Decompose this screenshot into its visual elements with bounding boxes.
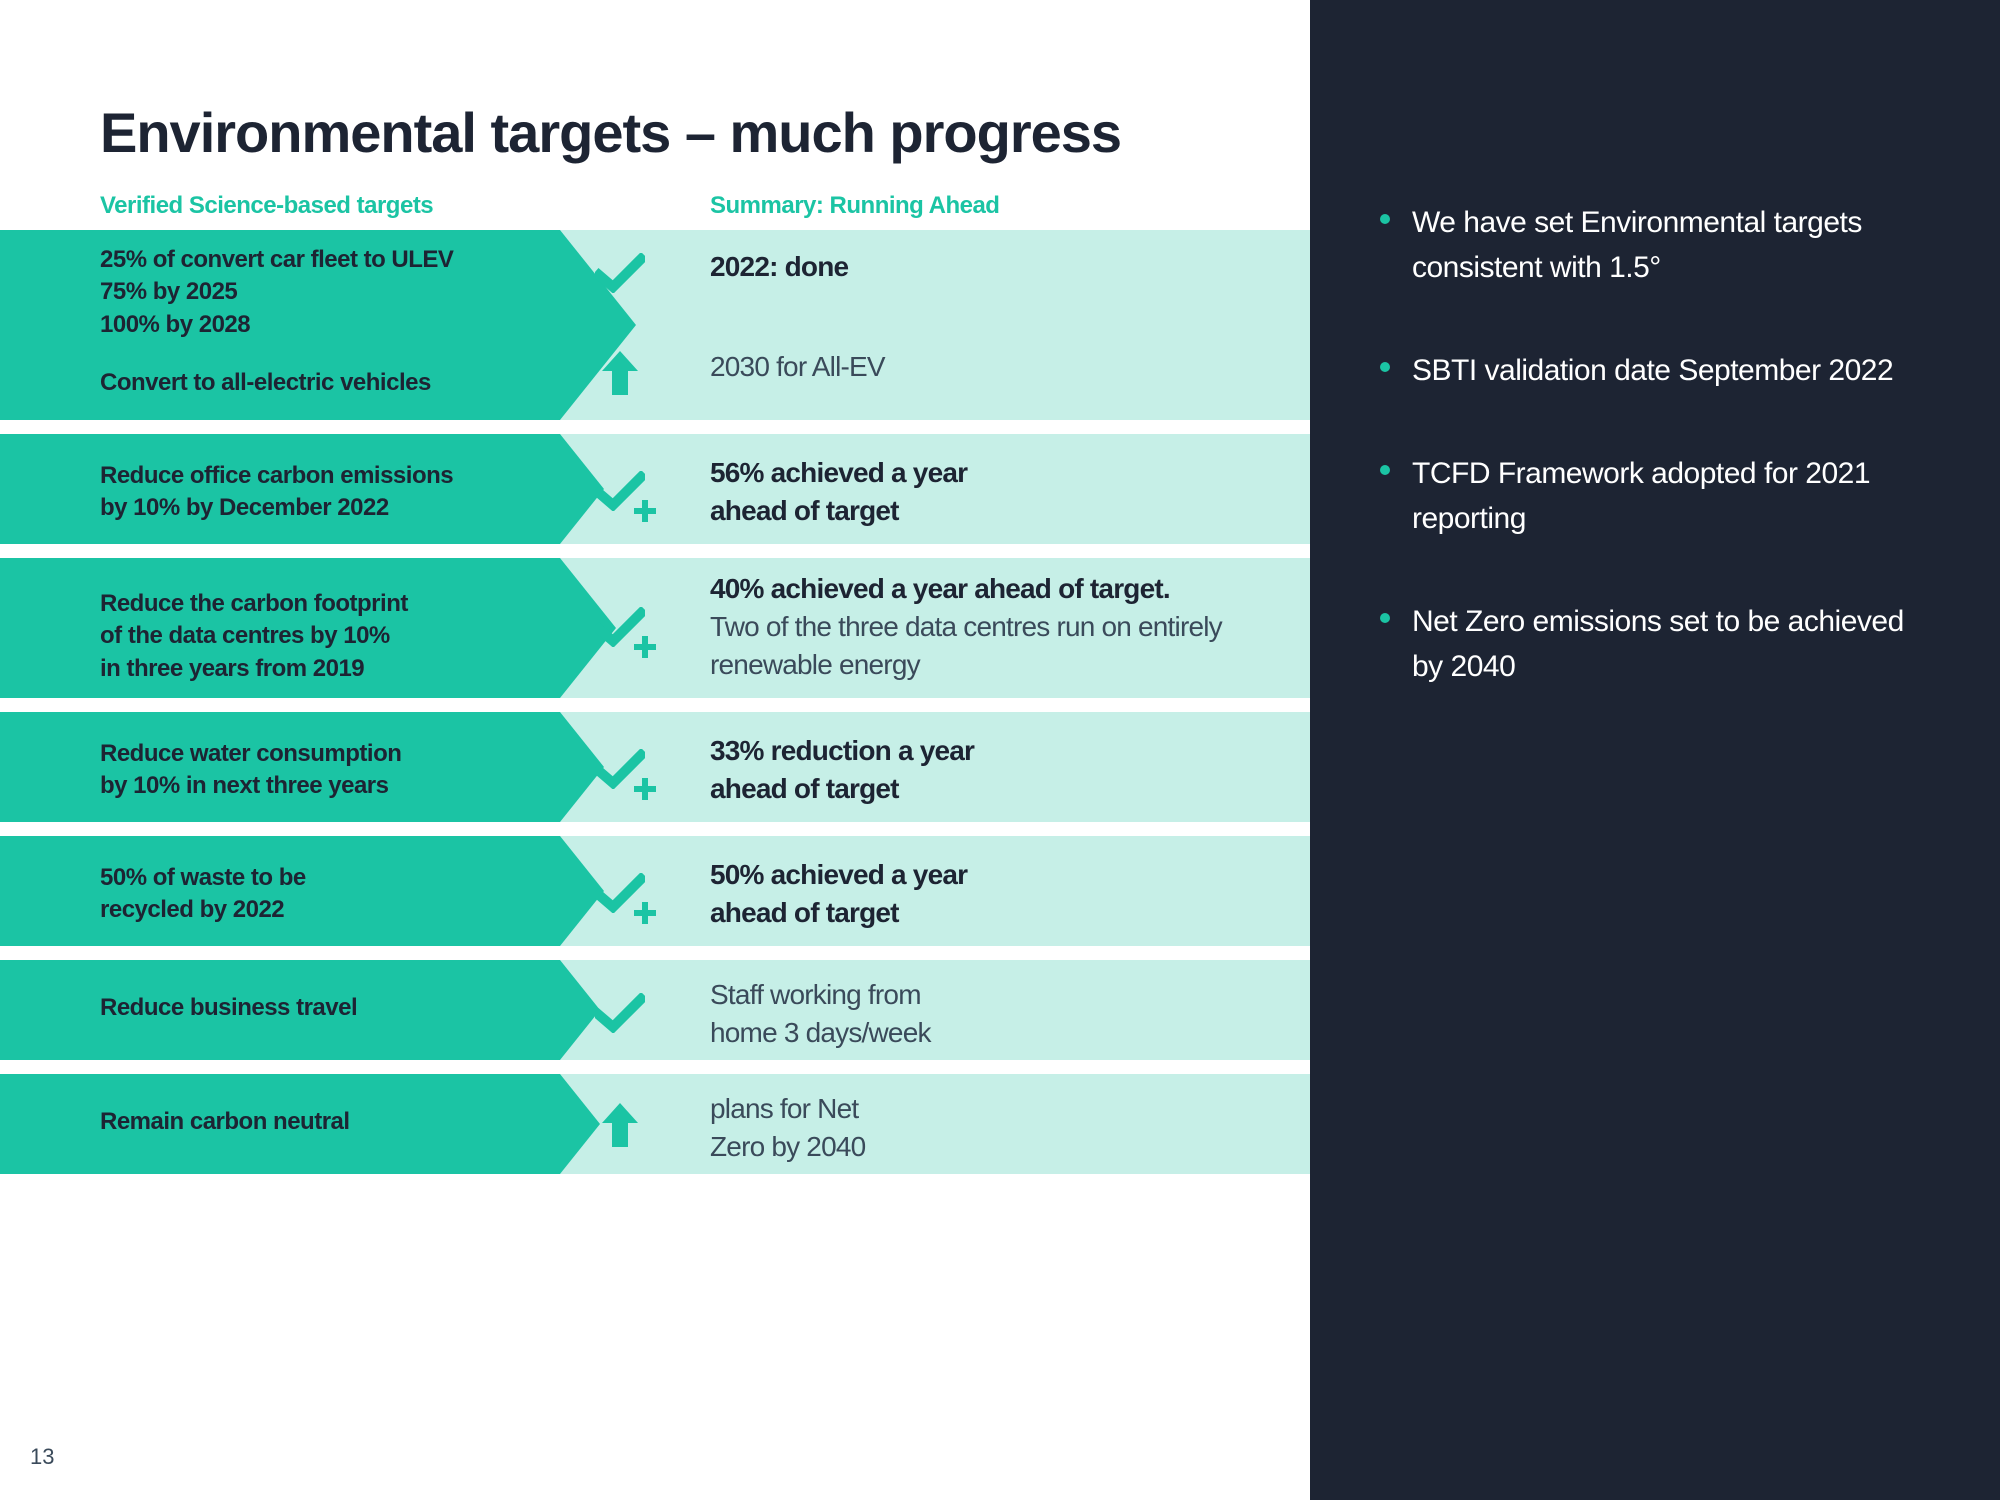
summary-plain-line: Zero by 2040 bbox=[710, 1128, 1270, 1166]
target-label-line: in three years from 2019 bbox=[100, 653, 560, 685]
sidebar-item: TCFD Framework adopted for 2021 reportin… bbox=[1380, 451, 1930, 541]
sidebar-item-text: TCFD Framework adopted for 2021 reportin… bbox=[1412, 451, 1930, 541]
sidebar-item: Net Zero emissions set to be achieved by… bbox=[1380, 599, 1930, 689]
sidebar-item: SBTI validation date September 2022 bbox=[1380, 348, 1930, 393]
summary-bold-line: 40% achieved a year ahead of target. bbox=[710, 570, 1270, 608]
targets-table: 25% of convert car fleet to ULEV75% by 2… bbox=[0, 230, 1310, 1188]
bullet-icon bbox=[1380, 362, 1390, 372]
summary-bold-line: 2022: done bbox=[710, 248, 1270, 286]
target-label-line: 25% of convert car fleet to ULEV bbox=[100, 244, 560, 276]
summary-bold-line: ahead of target bbox=[710, 894, 1270, 932]
target-label-line: 50% of waste to be bbox=[100, 862, 560, 894]
bullet-icon bbox=[1380, 613, 1390, 623]
check-plus-icon bbox=[590, 868, 650, 918]
target-label: Remain carbon neutral bbox=[0, 1074, 560, 1160]
target-row: Reduce office carbon emissionsby 10% by … bbox=[0, 434, 1310, 544]
summary-plain-line: Staff working from bbox=[710, 976, 1270, 1014]
bullet-icon bbox=[1380, 214, 1390, 224]
summary-text: 2022: done bbox=[710, 248, 1270, 286]
summary-bold-line: ahead of target bbox=[710, 492, 1270, 530]
target-label: Reduce water consumptionby 10% in next t… bbox=[0, 712, 560, 825]
slide-title: Environmental targets – much progress bbox=[100, 100, 1121, 165]
bullet-icon bbox=[1380, 465, 1390, 475]
target-label-line: by 10% in next three years bbox=[100, 770, 560, 802]
summary-plain-line: home 3 days/week bbox=[710, 1014, 1270, 1052]
summary-text: Staff working fromhome 3 days/week bbox=[710, 976, 1270, 1052]
summary-plain-line: 2030 for All-EV bbox=[710, 348, 1270, 386]
summary-bold-line: 33% reduction a year bbox=[710, 732, 1270, 770]
check-icon bbox=[590, 988, 650, 1038]
target-row: Reduce the carbon footprintof the data c… bbox=[0, 558, 1310, 698]
summary-text: 40% achieved a year ahead of target.Two … bbox=[710, 570, 1270, 683]
target-label-line: Convert to all-electric vehicles bbox=[100, 367, 560, 399]
target-row: Reduce business travel Staff working fro… bbox=[0, 960, 1310, 1060]
target-label: Reduce the carbon footprintof the data c… bbox=[0, 558, 560, 707]
sidebar-list: We have set Environmental targets consis… bbox=[1380, 200, 1930, 689]
summary-text: 2030 for All-EV bbox=[710, 348, 1270, 386]
target-label: 25% of convert car fleet to ULEV75% by 2… bbox=[0, 230, 560, 422]
target-label-line: recycled by 2022 bbox=[100, 894, 560, 926]
page-number: 13 bbox=[30, 1444, 54, 1470]
summary-text: plans for NetZero by 2040 bbox=[710, 1090, 1270, 1166]
target-row: 25% of convert car fleet to ULEV75% by 2… bbox=[0, 230, 1310, 420]
target-label-line: Reduce business travel bbox=[100, 992, 560, 1024]
sidebar-item-text: We have set Environmental targets consis… bbox=[1412, 200, 1930, 290]
summary-bold-line: ahead of target bbox=[710, 770, 1270, 808]
target-label: Reduce office carbon emissionsby 10% by … bbox=[0, 434, 560, 547]
target-label-line: Remain carbon neutral bbox=[100, 1106, 560, 1138]
summary-bold-line: 50% achieved a year bbox=[710, 856, 1270, 894]
summary-text: 33% reduction a yearahead of target bbox=[710, 732, 1270, 808]
target-row: Remain carbon neutral plans for NetZero … bbox=[0, 1074, 1310, 1174]
target-label-line: 100% by 2028 bbox=[100, 309, 560, 341]
check-plus-icon bbox=[590, 466, 650, 516]
check-plus-icon bbox=[590, 744, 650, 794]
target-label-line: of the data centres by 10% bbox=[100, 620, 560, 652]
target-row: 50% of waste to berecycled by 2022 50% a… bbox=[0, 836, 1310, 946]
check-plus-icon bbox=[590, 602, 650, 652]
sidebar-panel: We have set Environmental targets consis… bbox=[1310, 0, 2000, 1500]
summary-text: 56% achieved a yearahead of target bbox=[710, 454, 1270, 530]
target-label-line: by 10% by December 2022 bbox=[100, 492, 560, 524]
target-label-line: Reduce office carbon emissions bbox=[100, 460, 560, 492]
arrow-up-icon bbox=[590, 1100, 650, 1150]
summary-plain-line: Two of the three data centres run on ent… bbox=[710, 608, 1270, 684]
column-header-summary: Summary: Running Ahead bbox=[710, 192, 999, 220]
summary-plain-line: plans for Net bbox=[710, 1090, 1270, 1128]
main-content: Environmental targets – much progress Ve… bbox=[0, 0, 1310, 1500]
check-icon bbox=[590, 248, 650, 298]
sidebar-item: We have set Environmental targets consis… bbox=[1380, 200, 1930, 290]
sidebar-item-text: Net Zero emissions set to be achieved by… bbox=[1412, 599, 1930, 689]
target-label-line: 75% by 2025 bbox=[100, 276, 560, 308]
arrow-up-icon bbox=[590, 348, 650, 398]
summary-text: 50% achieved a yearahead of target bbox=[710, 856, 1270, 932]
target-row: Reduce water consumptionby 10% in next t… bbox=[0, 712, 1310, 822]
target-label-line: Reduce water consumption bbox=[100, 738, 560, 770]
summary-bold-line: 56% achieved a year bbox=[710, 454, 1270, 492]
target-label: 50% of waste to berecycled by 2022 bbox=[0, 836, 560, 949]
target-label-line: Reduce the carbon footprint bbox=[100, 588, 560, 620]
target-label: Reduce business travel bbox=[0, 960, 560, 1046]
column-header-targets: Verified Science-based targets bbox=[100, 192, 433, 220]
sidebar-item-text: SBTI validation date September 2022 bbox=[1412, 348, 1893, 393]
